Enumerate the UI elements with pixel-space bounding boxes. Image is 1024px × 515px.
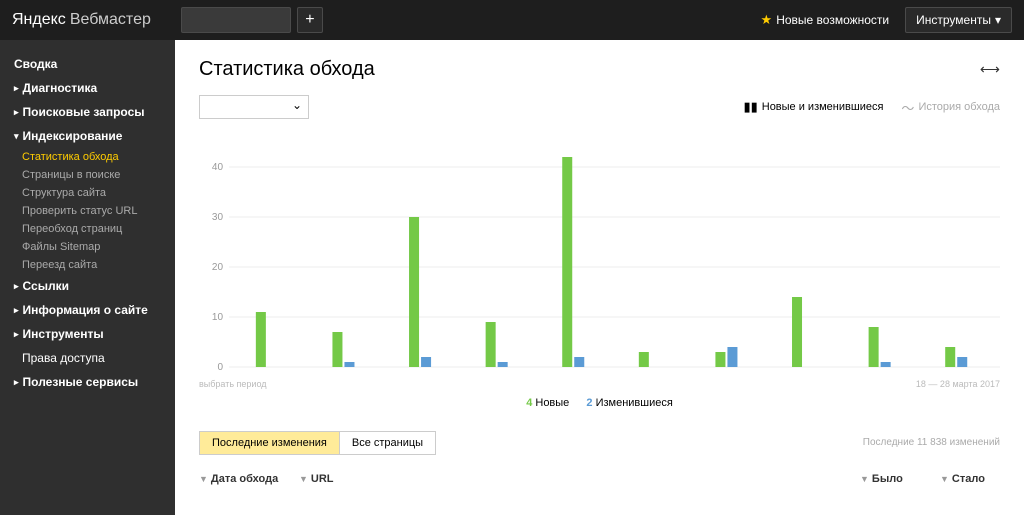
- caret-icon: ▸: [14, 329, 19, 340]
- sort-icon: ▼: [940, 474, 949, 484]
- logo-product: Вебмастер: [70, 11, 151, 29]
- caret-icon: ▸: [14, 281, 19, 292]
- expand-icon[interactable]: ⟷: [980, 61, 1000, 78]
- sidebar-item-access[interactable]: Права доступа: [0, 346, 175, 370]
- sidebar-sub-crawl-stats[interactable]: Статистика обхода: [0, 148, 175, 166]
- crawl-chart: 0 10 20 30 40: [199, 137, 1000, 377]
- date-range: 18 — 28 марта 2017: [916, 379, 1000, 389]
- caret-icon: ▸: [14, 83, 19, 94]
- sidebar-item-search-queries[interactable]: ▸Поисковые запросы: [0, 100, 175, 124]
- sidebar-sub-site-structure[interactable]: Структура сайта: [0, 184, 175, 202]
- tools-label: Инструменты: [916, 13, 991, 27]
- sidebar-sub-recrawl[interactable]: Переобход страниц: [0, 220, 175, 238]
- add-site-button[interactable]: +: [297, 7, 323, 33]
- page-title: Статистика обхода: [199, 58, 375, 81]
- sidebar: Сводка ▸Диагностика ▸Поисковые запросы ▾…: [0, 40, 175, 515]
- site-selector[interactable]: [181, 7, 291, 33]
- col-date[interactable]: ▼Дата обхода: [199, 473, 299, 485]
- chart-legend: 4 Новые 2 Изменившиеся: [199, 397, 1000, 409]
- sidebar-sub-check-url[interactable]: Проверить статус URL: [0, 202, 175, 220]
- sidebar-item-summary[interactable]: Сводка: [0, 52, 175, 76]
- sidebar-sub-sitemap[interactable]: Файлы Sitemap: [0, 238, 175, 256]
- chevron-down-icon: ▾: [995, 13, 1001, 27]
- caret-icon: ▸: [14, 107, 19, 118]
- bar-chart-icon: ▮▮: [743, 99, 757, 115]
- sidebar-sub-move[interactable]: Переезд сайта: [0, 256, 175, 274]
- toggle-history[interactable]: 〜 История обхода: [901, 98, 1000, 117]
- legend-changed-label: Изменившиеся: [596, 397, 673, 409]
- sidebar-item-indexing[interactable]: ▾Индексирование: [0, 124, 175, 148]
- top-bar: Яндекс Вебмастер + ★ Новые возможности И…: [0, 0, 1024, 40]
- logo[interactable]: Яндекс Вебмастер: [12, 11, 151, 29]
- svg-text:0: 0: [217, 362, 223, 373]
- main-content: Статистика обхода ⟷ ▮▮ Новые и изменивши…: [175, 40, 1024, 515]
- period-selector[interactable]: выбрать период: [199, 379, 267, 389]
- caret-icon: ▾: [14, 131, 19, 142]
- sidebar-item-tools[interactable]: ▸Инструменты: [0, 322, 175, 346]
- caret-icon: ▸: [14, 305, 19, 316]
- caret-icon: ▸: [14, 377, 19, 388]
- col-url[interactable]: ▼URL: [299, 473, 860, 485]
- svg-text:10: 10: [212, 312, 224, 323]
- sidebar-item-site-info[interactable]: ▸Информация о сайте: [0, 298, 175, 322]
- svg-text:40: 40: [212, 162, 224, 173]
- svg-text:20: 20: [212, 262, 224, 273]
- tab-recent-changes[interactable]: Последние изменения: [200, 432, 340, 454]
- legend-changed-value: 2: [586, 397, 592, 409]
- new-features-link[interactable]: ★ Новые возможности: [761, 12, 890, 28]
- tools-dropdown[interactable]: Инструменты ▾: [905, 7, 1012, 33]
- col-now[interactable]: ▼Стало: [940, 473, 1000, 485]
- sort-icon: ▼: [299, 474, 308, 484]
- col-was[interactable]: ▼Было: [860, 473, 940, 485]
- new-features-label: Новые возможности: [776, 13, 889, 27]
- sort-icon: ▼: [199, 474, 208, 484]
- table-header: ▼Дата обхода ▼URL ▼Было ▼Стало: [199, 473, 1000, 491]
- changes-count: Последние 11 838 изменений: [863, 437, 1000, 448]
- sidebar-item-services[interactable]: ▸Полезные сервисы: [0, 370, 175, 394]
- line-chart-icon: 〜: [901, 98, 914, 117]
- svg-text:30: 30: [212, 212, 224, 223]
- toggle-new-changed[interactable]: ▮▮ Новые и изменившиеся: [743, 98, 883, 117]
- star-icon: ★: [761, 12, 773, 28]
- sort-icon: ▼: [860, 474, 869, 484]
- logo-yandex: Яндекс: [12, 11, 66, 29]
- sidebar-item-diagnostics[interactable]: ▸Диагностика: [0, 76, 175, 100]
- tab-all-pages[interactable]: Все страницы: [340, 432, 435, 454]
- tab-group: Последние изменения Все страницы: [199, 431, 436, 455]
- legend-new-label: Новые: [535, 397, 569, 409]
- sidebar-sub-pages-in-search[interactable]: Страницы в поиске: [0, 166, 175, 184]
- host-dropdown[interactable]: [199, 95, 309, 119]
- legend-new-value: 4: [526, 397, 532, 409]
- sidebar-item-links[interactable]: ▸Ссылки: [0, 274, 175, 298]
